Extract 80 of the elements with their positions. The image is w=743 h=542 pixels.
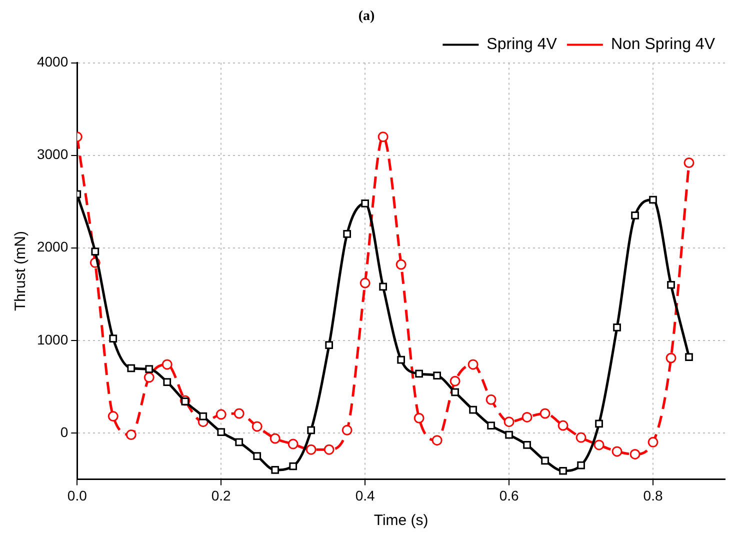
legend-label: Spring 4V: [486, 36, 558, 54]
y-tick-label: 2000: [36, 238, 68, 255]
x-axis-title: Time (s): [374, 512, 428, 530]
point: [648, 436, 658, 448]
point: [649, 196, 657, 204]
point: [522, 412, 532, 422]
point: [594, 440, 604, 450]
point: [325, 341, 334, 349]
point: [397, 356, 406, 364]
point: [505, 430, 513, 439]
point: [217, 428, 226, 436]
point: [504, 416, 514, 428]
point: [216, 409, 226, 420]
y-tick-label: 4000: [36, 54, 68, 70]
legend-label: Non Spring 4V: [610, 36, 716, 54]
point: [144, 372, 154, 383]
point: [577, 461, 585, 470]
point: [414, 412, 424, 424]
point: [396, 259, 406, 270]
point: [631, 212, 639, 220]
point: [289, 462, 298, 470]
point: [307, 426, 316, 434]
point: [540, 408, 550, 419]
point: [360, 278, 370, 288]
point: [145, 365, 154, 374]
point: [235, 438, 244, 446]
point: [451, 388, 459, 396]
point: [181, 398, 190, 406]
point: [252, 421, 262, 432]
point: [468, 359, 478, 370]
y-tick-label: 1000: [36, 331, 68, 348]
point: [126, 430, 136, 440]
x-tick-label: 0.0: [67, 487, 88, 504]
point: [127, 364, 136, 372]
point: [558, 420, 568, 431]
x-tick-label: 0.2: [211, 487, 232, 504]
point: [559, 466, 567, 475]
point: [433, 372, 441, 380]
point: [523, 441, 531, 449]
point: [253, 452, 262, 460]
point: [109, 334, 118, 342]
point: [576, 432, 586, 443]
point: [415, 370, 423, 378]
point: [306, 444, 316, 455]
point: [342, 424, 352, 436]
point: [270, 433, 280, 444]
point: [91, 248, 100, 256]
x-tick-label: 0.4: [355, 487, 376, 504]
point: [324, 444, 334, 455]
point: [379, 282, 388, 291]
point: [450, 376, 460, 386]
chart-title: (a): [358, 9, 375, 24]
point: [667, 280, 675, 289]
y-tick-label: 3000: [36, 146, 68, 162]
point: [271, 466, 280, 474]
point: [685, 353, 693, 361]
point: [378, 132, 388, 142]
point: [288, 438, 298, 450]
point: [432, 435, 442, 446]
point: [630, 448, 640, 460]
point: [612, 446, 622, 457]
point: [108, 411, 118, 422]
x-tick-label: 0.8: [643, 487, 663, 504]
point: [684, 157, 694, 168]
point: [469, 406, 477, 414]
point: [361, 200, 370, 208]
point: [541, 456, 549, 465]
point: [343, 230, 352, 238]
point: [234, 408, 244, 419]
y-tick-label: 0: [60, 424, 68, 440]
point: [487, 422, 495, 430]
x-tick-label: 0.6: [499, 487, 519, 504]
point: [613, 324, 621, 332]
point: [163, 378, 172, 386]
y-axis-title: Thrust (mN): [12, 231, 30, 311]
point: [666, 352, 676, 364]
point: [199, 412, 208, 420]
point: [162, 359, 172, 370]
point: [486, 394, 496, 405]
point: [595, 420, 603, 428]
